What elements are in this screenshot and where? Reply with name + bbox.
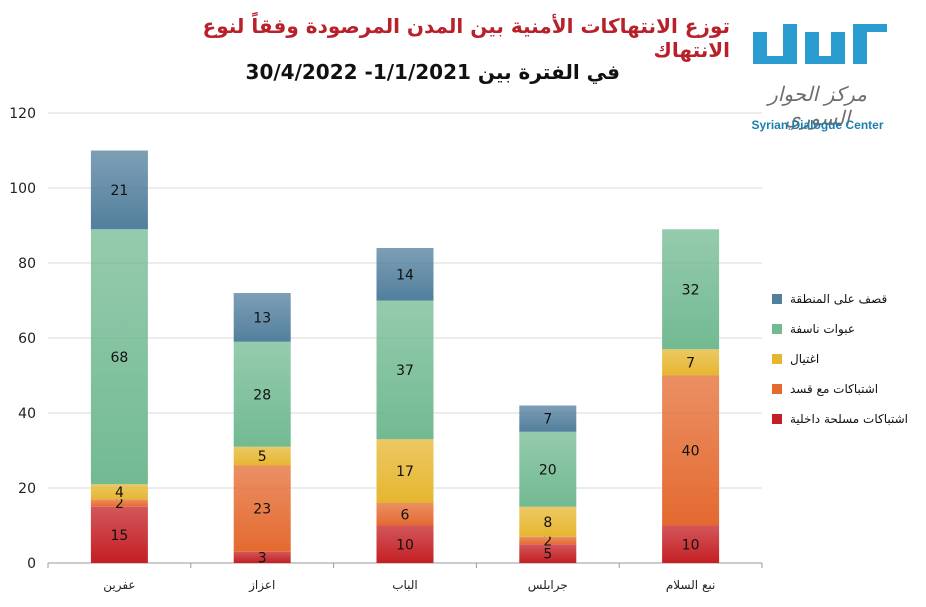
legend-item: عبوات ناسفة	[772, 314, 908, 344]
data-label: 13	[253, 310, 271, 326]
legend-swatch	[772, 354, 782, 364]
logo-mark-icon	[753, 24, 887, 64]
legend-item: اشتباكات مسلحة داخلية	[772, 404, 908, 434]
bar-segment	[376, 503, 434, 526]
bar-segment	[519, 506, 577, 537]
bar-segment	[376, 525, 434, 563]
legend-swatch	[772, 324, 782, 334]
logo-arabic-text: مركز الحوار السوري	[768, 82, 867, 130]
bar-segment	[233, 446, 291, 466]
data-label: 68	[110, 350, 128, 366]
data-label: 5	[543, 547, 552, 563]
bar-segment	[233, 465, 291, 552]
data-label: 2	[543, 534, 552, 550]
legend-swatch	[772, 384, 782, 394]
data-label: 40	[682, 444, 700, 460]
bar-segment	[90, 150, 148, 230]
data-label: 10	[682, 537, 700, 553]
data-label: 28	[253, 387, 271, 403]
data-label: 15	[110, 528, 128, 544]
y-tick-label: 0	[27, 556, 36, 572]
bar-segment	[90, 484, 148, 500]
data-label: 17	[396, 464, 414, 480]
bar-segment	[376, 248, 434, 301]
y-tick-label: 40	[18, 406, 36, 422]
legend-item: قصف على المنطقة	[772, 284, 908, 314]
data-label: 10	[396, 537, 414, 553]
x-tick-label: عفرين	[103, 578, 135, 593]
y-tick-label: 20	[18, 481, 36, 497]
legend-label: قصف على المنطقة	[790, 292, 888, 306]
bar-segment	[233, 551, 291, 563]
y-tick-label: 80	[18, 256, 36, 272]
data-label: 4	[115, 485, 124, 501]
data-label: 5	[258, 449, 267, 465]
legend-label: اشتباكات مع قسد	[790, 382, 879, 396]
bar-segment	[519, 536, 577, 545]
legend-label: اشتباكات مسلحة داخلية	[790, 412, 908, 426]
bar-segment	[90, 499, 148, 507]
data-label: 14	[396, 267, 414, 283]
bar-segment	[519, 544, 577, 563]
x-tick-label: اعزاز	[248, 578, 275, 593]
legend-item: اشتباكات مع قسد	[772, 374, 908, 404]
y-tick-label: 120	[9, 106, 36, 122]
chart-title: توزع الانتهاكات الأمنية بين المدن المرصو…	[202, 14, 730, 62]
data-label: 23	[253, 502, 271, 518]
data-label: 7	[543, 412, 552, 428]
logo-english-text: Syrian Dialogue Center	[751, 118, 884, 132]
data-label: 8	[543, 515, 552, 531]
data-label: 32	[682, 282, 700, 298]
bar-segment	[519, 431, 577, 507]
data-label: 21	[110, 183, 128, 199]
data-label: 20	[539, 462, 557, 478]
legend-swatch	[772, 414, 782, 424]
bar-segment	[90, 506, 148, 563]
data-label: 7	[686, 355, 695, 371]
data-label: 2	[115, 496, 124, 512]
x-tick-label: نبع السلام	[666, 578, 715, 592]
bar-segment	[662, 229, 720, 350]
data-label: 6	[401, 507, 410, 523]
x-tick-label: الباب	[392, 578, 418, 592]
data-label: 37	[396, 363, 414, 379]
legend-item: اغتيال	[772, 344, 908, 374]
logo: مركز الحوار السوري Syrian Dialogue Cente…	[745, 18, 895, 138]
bar-segment	[233, 293, 291, 342]
bar-segment	[662, 525, 720, 563]
y-tick-label: 60	[18, 331, 36, 347]
chart-legend: قصف على المنطقة عبوات ناسفة اغتيال اشتباكات…	[772, 284, 908, 434]
data-label: 3	[258, 550, 267, 566]
x-tick-label: جرابلس	[528, 578, 568, 593]
bar-segment	[376, 439, 434, 503]
legend-label: اغتيال	[790, 352, 820, 366]
legend-swatch	[772, 294, 782, 304]
legend-label: عبوات ناسفة	[790, 322, 855, 336]
bar-segment	[233, 341, 291, 447]
chart-subtitle: في الفترة بين 1/1/2021- 30/4/2022	[245, 60, 620, 84]
bar-segment	[519, 405, 577, 432]
bar-segment	[90, 229, 148, 485]
bar-segment	[376, 300, 434, 440]
y-tick-label: 100	[9, 181, 36, 197]
bar-segment	[662, 375, 720, 526]
bar-segment	[662, 349, 720, 376]
